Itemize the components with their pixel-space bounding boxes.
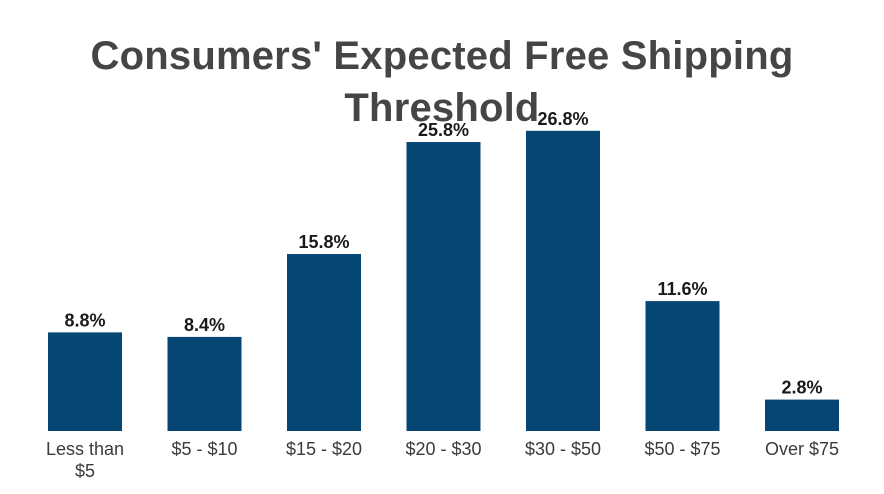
bar-value-label: 2.8% (781, 378, 822, 398)
chart-title: Consumers' Expected Free Shipping Thresh… (90, 34, 794, 130)
bar (287, 254, 361, 431)
category-label-line: Over $75 (765, 439, 839, 459)
bar-value-label: 11.6% (657, 279, 707, 299)
bar-value-label: 15.8% (298, 232, 349, 252)
category-label: $5 - $10 (171, 439, 237, 459)
category-label: $50 - $75 (644, 439, 720, 459)
bars-layer (48, 130, 839, 432)
bar (406, 142, 481, 431)
category-label-line: $5 - $10 (171, 439, 237, 459)
category-label: Less than $5 (46, 439, 124, 481)
category-label: $20 - $30 (405, 439, 481, 459)
bar (48, 332, 122, 431)
category-label-line: $30 - $50 (525, 439, 601, 459)
bar-value-label: 8.8% (64, 310, 105, 330)
category-label: Over $75 (765, 439, 839, 459)
category-label: $15 - $20 (286, 439, 362, 459)
bar (167, 336, 242, 431)
bar (645, 301, 720, 431)
bar-value-label: 8.4% (184, 315, 225, 335)
bar (765, 399, 839, 431)
category-label-line: $50 - $75 (644, 439, 720, 459)
labels-layer: 8.8% Less than $5 8.4% $5 - $10 15.8% $15 - $2… (46, 109, 839, 481)
category-label-line: $15 - $20 (286, 439, 362, 459)
bar-value-label: 25.8% (418, 120, 469, 140)
category-label-line: $20 - $30 (405, 439, 481, 459)
category-label-line: $5 (75, 461, 95, 481)
category-label: $30 - $50 (525, 439, 601, 459)
bar-value-label: 26.8% (537, 109, 588, 129)
bar (526, 130, 600, 432)
category-label-line: Less than (46, 439, 124, 459)
